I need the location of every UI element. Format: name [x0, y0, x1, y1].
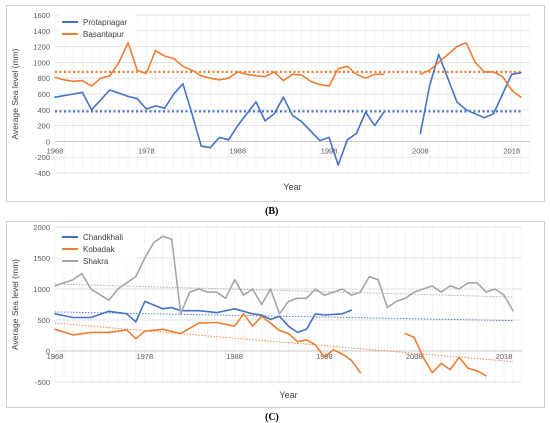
- chart1-x-tick-label: 1968: [47, 146, 64, 155]
- chart2-y-axis-title: Average Sea level (mm): [10, 259, 20, 350]
- chart2-x-tick-label: 1968: [47, 352, 64, 361]
- chart2-series-line-kobadak: [54, 313, 362, 374]
- chart1-x-axis-title: Year: [283, 182, 301, 192]
- chart2-legend-label: Shakra: [83, 257, 109, 266]
- chart1-legend-label: Basantapur: [83, 30, 124, 39]
- chart1-y-tick-label: -400: [35, 169, 50, 178]
- chart1-y-tick-label: 800: [37, 74, 50, 83]
- chart2-y-tick-label: 2000: [33, 223, 50, 232]
- chart1-x-tick-label: 1988: [229, 146, 246, 155]
- chart1-series-line-protapnagar: [419, 53, 522, 135]
- chart1-series-line-basantapur: [419, 41, 522, 98]
- chart2-series-line-kobadak: [404, 332, 487, 377]
- chart2-x-tick-label: 2018: [496, 352, 513, 361]
- chart1-legend-label: Protapnagar: [83, 18, 127, 27]
- chart2-trendline-kobadak: [54, 322, 514, 363]
- chart1-y-tick-label: 1000: [33, 58, 50, 67]
- panel-b-label: (B): [265, 206, 279, 217]
- chart1-y-tick-label: 600: [37, 90, 50, 99]
- chart2-legend-label: Kobadak: [83, 245, 116, 254]
- chart2-x-axis-title: Year: [279, 390, 297, 400]
- chart1-y-tick-label: 0: [46, 137, 50, 146]
- chart2-y-tick-label: 500: [37, 316, 50, 325]
- chart2-y-tick-label: -500: [35, 378, 50, 387]
- chart2-series-line-shakra: [54, 235, 514, 315]
- chart2-series-line-chandkhali: [54, 300, 353, 334]
- chart1-y-axis-title: Average Sea level (mm): [10, 48, 20, 139]
- chart2-y-tick-label: 1000: [33, 285, 50, 294]
- chart1-y-tick-label: 200: [37, 122, 50, 131]
- chart1-y-tick-label: 1400: [33, 27, 50, 36]
- chart2-trendline-shakra: [54, 283, 514, 298]
- chart2-y-tick-label: 1500: [33, 254, 50, 263]
- chart1-y-tick-label: 1600: [33, 11, 50, 20]
- chart2-trendline-chandkhali: [54, 311, 514, 322]
- chart2-x-tick-label: 2008: [406, 352, 423, 361]
- chart1-x-tick-label: 2018: [503, 146, 520, 155]
- chart1-series-line-protapnagar: [54, 82, 385, 166]
- panel-c-label: (C): [265, 412, 279, 423]
- chart1-y-tick-label: -200: [35, 153, 50, 162]
- chart1-series-line-basantapur: [54, 41, 385, 87]
- chart2-x-tick-label: 1988: [226, 352, 243, 361]
- chart1-y-tick-label: 400: [37, 106, 50, 115]
- chart1-y-tick-label: 1200: [33, 43, 50, 52]
- chart1-x-tick-label: 1978: [138, 146, 155, 155]
- chart2-y-tick-label: 0: [46, 347, 50, 356]
- chart1-x-tick-label: 2008: [412, 146, 429, 155]
- chart2-legend-label: Chandkhali: [83, 233, 123, 242]
- chart1-legend-box: [59, 14, 137, 42]
- chart1-x-tick-label: 1998: [321, 146, 338, 155]
- chart2-x-tick-label: 1978: [136, 352, 153, 361]
